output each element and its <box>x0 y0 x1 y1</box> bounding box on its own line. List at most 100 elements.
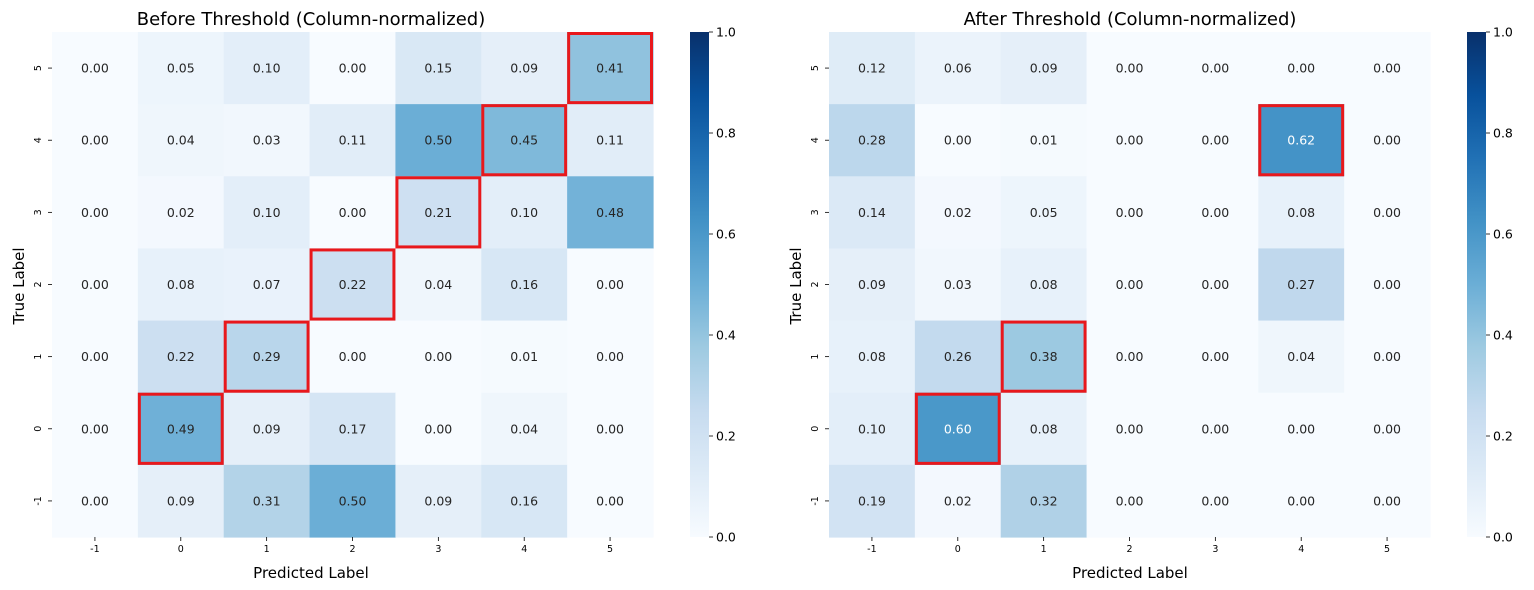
heatmap-cell <box>137 104 225 177</box>
y-tick-label: 5 <box>33 65 44 71</box>
heatmap-cell <box>137 392 225 466</box>
cell-value-label: 0.00 <box>81 61 109 76</box>
cell-value-label: 0.00 <box>596 277 624 292</box>
cell-value-label: 0.09 <box>510 61 538 76</box>
heatmap-cell <box>567 32 654 105</box>
heatmap-cell <box>1172 392 1259 466</box>
heatmap-cell <box>1258 320 1345 394</box>
highlight-box <box>309 248 396 321</box>
cell-value-label: 0.00 <box>1287 421 1315 436</box>
cell-value-label: 0.62 <box>1287 133 1315 148</box>
heatmap-cell <box>567 392 654 466</box>
heatmap-cell <box>481 32 568 105</box>
heatmap-cell <box>1172 248 1259 322</box>
cell-value-label: 0.49 <box>167 421 195 436</box>
heatmap-cell <box>1258 176 1345 250</box>
heatmap-cell <box>395 248 482 322</box>
highlight-box <box>481 104 568 177</box>
heatmap-cell <box>1086 32 1174 105</box>
cell-value-label: 0.26 <box>944 349 972 364</box>
heatmap-cell <box>1258 248 1345 322</box>
cell-value-label: 0.09 <box>1030 61 1058 76</box>
heatmap-cell <box>1086 464 1174 538</box>
heatmap-cell <box>309 464 397 538</box>
y-axis-label-after: True Label <box>787 247 805 325</box>
x-tick-label: 3 <box>435 544 441 555</box>
heatmap-cell <box>914 248 1002 322</box>
cell-value-label: 0.17 <box>339 421 367 436</box>
heatmap-cell <box>1344 176 1431 250</box>
heatmap-cell <box>481 392 568 466</box>
heatmap-cell <box>395 104 482 177</box>
cell-value-label: 0.00 <box>1201 133 1229 148</box>
cell-value-label: 0.00 <box>339 205 367 220</box>
y-tick-label: 5 <box>810 65 821 71</box>
cell-value-label: 0.14 <box>858 205 886 220</box>
heatmap-cell <box>1258 464 1345 538</box>
cell-value-label: 0.09 <box>424 493 452 508</box>
cell-value-label: 0.00 <box>81 277 109 292</box>
heatmap-cell <box>223 248 311 322</box>
cell-value-label: 0.00 <box>1116 421 1144 436</box>
chart-title-before: Before Threshold (Column-normalized) <box>137 9 486 30</box>
heatmap-cell <box>1086 104 1174 177</box>
heatmap-cell <box>52 248 139 322</box>
cell-value-label: 0.10 <box>253 61 281 76</box>
heatmap-cell <box>52 392 139 466</box>
colorbar-tick-label: 0.6 <box>1493 227 1513 242</box>
cell-value-label: 0.00 <box>1201 421 1229 436</box>
heatmap-cell <box>223 176 311 250</box>
heatmap-cell <box>1172 32 1259 105</box>
cell-value-label: 0.00 <box>1116 349 1144 364</box>
heatmap-cell <box>309 176 397 250</box>
cell-value-label: 0.50 <box>339 493 367 508</box>
heatmap-cell <box>481 104 568 177</box>
cell-value-label: 0.60 <box>944 421 972 436</box>
cell-value-label: 0.09 <box>167 493 195 508</box>
cell-value-label: 0.38 <box>1030 349 1058 364</box>
cell-value-label: 0.28 <box>858 133 886 148</box>
cell-value-label: 0.00 <box>944 133 972 148</box>
cell-value-label: 0.00 <box>424 349 452 364</box>
heatmap-cell <box>1258 32 1345 105</box>
cell-value-label: 0.32 <box>1030 493 1058 508</box>
heatmap-cell <box>1344 32 1431 105</box>
heatmap-cell <box>567 176 654 250</box>
y-axis-label-before: True Label <box>10 247 28 325</box>
y-tick-label: 3 <box>33 209 44 215</box>
heatmap-cell <box>829 320 916 394</box>
y-tick-label: 1 <box>810 354 821 360</box>
heatmap-cell <box>1086 176 1174 250</box>
cell-value-label: 0.02 <box>167 205 195 220</box>
y-tick-label: 4 <box>33 137 44 143</box>
heatmap-cell <box>1000 176 1088 250</box>
heatmap-cell <box>829 248 916 322</box>
heatmap-cell <box>395 320 482 394</box>
colorbar-tick-label: 0.2 <box>716 429 736 444</box>
cell-value-label: 0.00 <box>1116 277 1144 292</box>
x-tick-label: 3 <box>1212 544 1218 555</box>
heatmap-cell <box>567 104 654 177</box>
heatmap-cell <box>481 464 568 538</box>
cell-value-label: 0.00 <box>81 493 109 508</box>
cell-value-label: 0.00 <box>1373 205 1401 220</box>
heatmap-cell <box>1000 320 1088 394</box>
y-tick-label: 0 <box>810 426 821 432</box>
cell-value-label: 0.01 <box>1030 133 1058 148</box>
cell-value-label: 0.04 <box>510 421 538 436</box>
cell-value-label: 0.10 <box>858 421 886 436</box>
x-tick-label: 0 <box>178 544 184 555</box>
cell-value-label: 0.15 <box>424 61 452 76</box>
y-tick-label: 4 <box>810 137 821 143</box>
cell-value-label: 0.00 <box>1116 205 1144 220</box>
cell-value-label: 0.29 <box>253 349 281 364</box>
colorbar-tick-label: 0.4 <box>716 328 736 343</box>
heatmap-cell <box>829 176 916 250</box>
cell-value-label: 0.10 <box>253 205 281 220</box>
heatmap-cell <box>914 464 1002 538</box>
cell-value-label: 0.00 <box>1373 277 1401 292</box>
heatmap-cell <box>829 32 916 105</box>
heatmap-panel-after: After Threshold (Column-normalized) 0.12… <box>787 9 1513 582</box>
cell-value-label: 0.04 <box>424 277 452 292</box>
